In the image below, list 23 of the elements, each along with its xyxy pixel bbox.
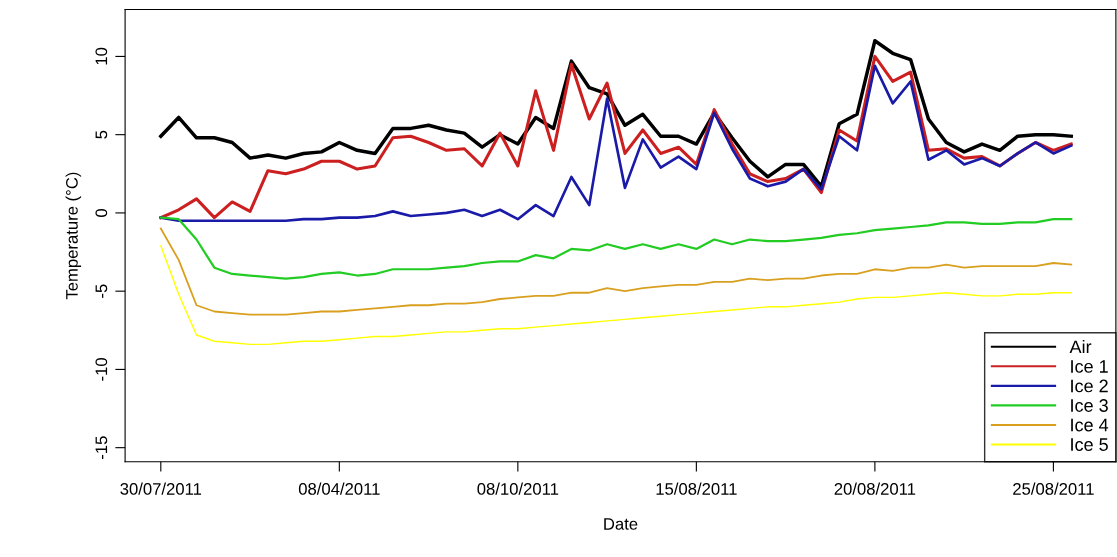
line-series <box>159 39 1073 189</box>
x-tick-label: 20/08/2011 <box>834 482 916 495</box>
legend-label: Ice 2 <box>1071 379 1108 393</box>
legend-label: Ice 5 <box>1071 438 1108 451</box>
legend-label: Ice 1 <box>1071 360 1108 373</box>
line-series <box>159 227 1073 316</box>
line-series <box>159 216 1073 280</box>
y-tick-label: 10 <box>95 47 108 65</box>
x-tick-label: 15/08/2011 <box>656 482 737 495</box>
y-tick-label: 0 <box>95 208 108 217</box>
x-tick-label: 08/04/2011 <box>298 482 380 495</box>
y-axis-title: Temperature (°C) <box>65 172 82 300</box>
legend-label: Air <box>1069 340 1092 354</box>
x-axis-title: Date <box>604 518 638 530</box>
y-tick-label: -15 <box>95 436 108 459</box>
legend-label: Ice 3 <box>1071 399 1108 412</box>
y-tick-label: -10 <box>95 358 108 381</box>
x-tick-label: 25/08/2011 <box>1013 482 1094 495</box>
x-tick-label: 08/10/2011 <box>477 482 559 495</box>
y-tick-label: -5 <box>95 284 108 298</box>
x-tick-label: 30/07/2011 <box>120 482 202 495</box>
legend-label: Ice 4 <box>1071 418 1109 432</box>
y-tick-label: 5 <box>95 130 108 139</box>
